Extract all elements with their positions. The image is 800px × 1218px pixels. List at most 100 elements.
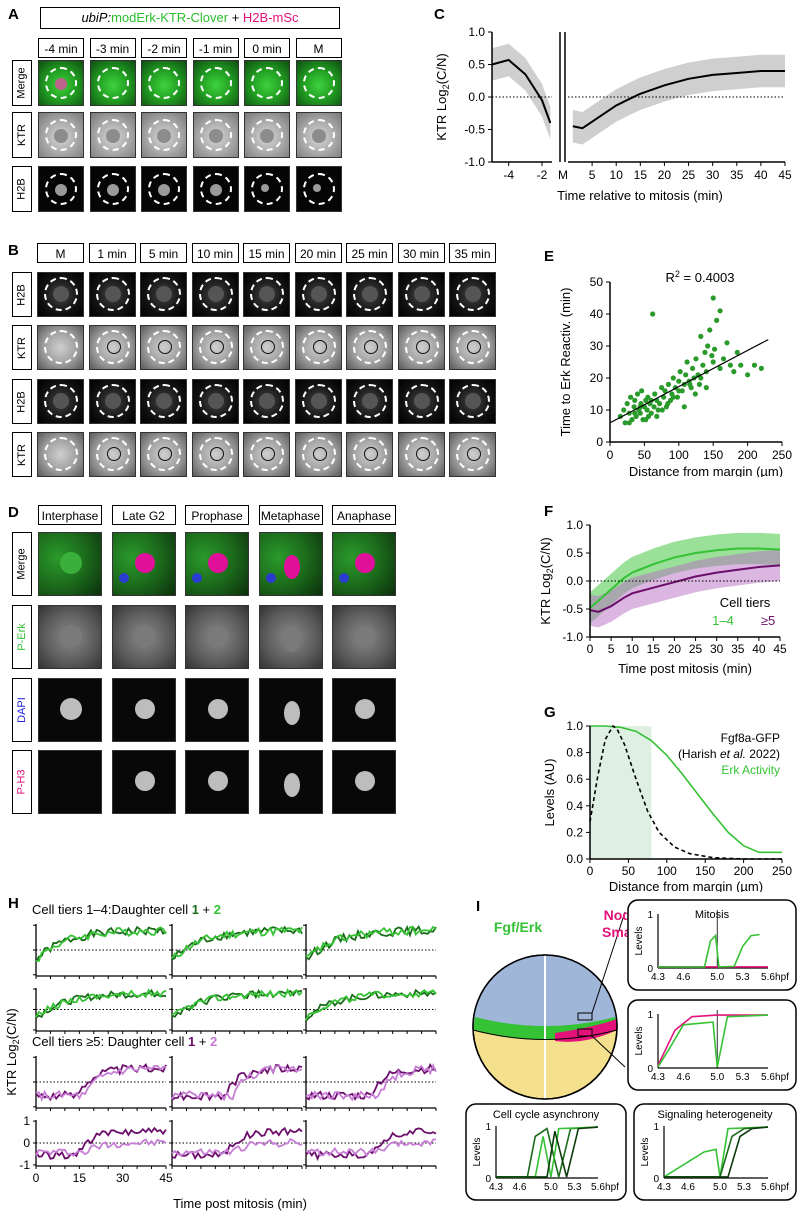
y-tick-label: 0.2 bbox=[566, 825, 583, 839]
legend-reporter-prefix: ubiP: bbox=[81, 10, 112, 25]
dapi-nucleus bbox=[339, 573, 349, 583]
nucleus bbox=[55, 78, 67, 90]
nucleus bbox=[283, 773, 300, 797]
panel-d-tile bbox=[38, 750, 102, 814]
panel-d-tile bbox=[332, 750, 396, 814]
x-axis-label: Time relative to mitosis (min) bbox=[557, 188, 723, 203]
y-tick-label: -0.5 bbox=[464, 123, 485, 137]
nucleus bbox=[465, 393, 481, 409]
x-tick-label: 200 bbox=[734, 864, 754, 878]
h-x-tick-label: 0 bbox=[33, 1171, 40, 1185]
h-x-tick-label: 15 bbox=[73, 1171, 87, 1185]
panel-d-tile bbox=[111, 532, 176, 596]
cell-outline bbox=[148, 173, 180, 205]
mitosis-label: Mitosis bbox=[695, 909, 730, 921]
x-tick-label: 10 bbox=[610, 168, 624, 182]
cell-outline bbox=[45, 119, 77, 151]
nucleus bbox=[259, 393, 275, 409]
x-tick-label: 100 bbox=[657, 864, 677, 878]
h-x-tick-label: 45 bbox=[159, 1171, 173, 1185]
data-point bbox=[628, 394, 634, 400]
data-point bbox=[677, 369, 683, 375]
cell-outline bbox=[199, 119, 232, 151]
y-tick-label: 1.0 bbox=[566, 518, 583, 532]
panel-d-col-1: Late G2 bbox=[111, 505, 176, 525]
cell-outline bbox=[96, 67, 129, 99]
panel-d-tile bbox=[185, 605, 249, 669]
panel-b-tile bbox=[243, 432, 290, 477]
panel-d-tile bbox=[185, 678, 249, 742]
panel-d-tile bbox=[38, 678, 102, 742]
panel-b-tile bbox=[294, 272, 342, 317]
data-point bbox=[705, 343, 711, 349]
cell-outline bbox=[353, 384, 387, 418]
panel-b-col-6: 25 min bbox=[346, 243, 393, 263]
data-point bbox=[698, 375, 704, 381]
panel-a-row-1-text: KTR bbox=[16, 124, 28, 146]
nucleus bbox=[208, 626, 228, 646]
panel-b-tile bbox=[397, 432, 445, 477]
data-point bbox=[662, 388, 668, 394]
nucleus bbox=[283, 555, 300, 579]
data-point bbox=[693, 356, 699, 362]
nucleus-outline bbox=[106, 447, 121, 461]
panel-h-chart: Cell tiers 1–4:Daughter cell 1 + 2 Cell t… bbox=[4, 902, 437, 1211]
cell-outline bbox=[95, 384, 130, 418]
panel-d-tile bbox=[332, 605, 396, 669]
x-tick-label: 250 bbox=[772, 864, 792, 878]
data-point bbox=[711, 346, 718, 352]
panel-label-e: E bbox=[544, 248, 555, 265]
cell-outline bbox=[45, 173, 77, 205]
data-point bbox=[751, 362, 758, 368]
h-title-top: Cell tiers 1–4:Daughter cell 1 + 2 bbox=[32, 902, 221, 917]
panel-b-tile bbox=[140, 432, 187, 477]
data-point bbox=[670, 375, 676, 381]
panel-d-col-4: Anaphase bbox=[332, 505, 396, 525]
nucleus-outline bbox=[158, 447, 172, 461]
box-margin-curve bbox=[657, 1014, 768, 1066]
legend-reporter: modErk-KTR-Clover bbox=[111, 10, 229, 25]
data-point bbox=[700, 362, 706, 368]
cell-outline bbox=[456, 330, 490, 364]
panel-label-d: D bbox=[8, 504, 19, 521]
data-point bbox=[644, 407, 650, 413]
panel-d-tile bbox=[332, 532, 396, 596]
fit-line bbox=[609, 339, 769, 424]
panel-label-a: A bbox=[8, 6, 19, 23]
cell-outline bbox=[302, 119, 335, 151]
h-trace bbox=[171, 926, 303, 960]
nucleus bbox=[60, 770, 82, 792]
cell-outline bbox=[44, 437, 78, 471]
cell-outline bbox=[301, 437, 336, 471]
box-hetero-x-label: 5.0 bbox=[713, 1182, 727, 1193]
panel-a-tile bbox=[244, 60, 290, 106]
panel-b-tile bbox=[397, 272, 445, 317]
data-point bbox=[707, 327, 713, 333]
data-point bbox=[702, 349, 708, 355]
panel-label-g: G bbox=[544, 704, 556, 721]
nucleus bbox=[283, 701, 300, 725]
nucleus bbox=[355, 626, 375, 646]
x-tick-label: 25 bbox=[682, 168, 696, 182]
panel-d-col-0: Interphase bbox=[38, 505, 102, 525]
cell-outline bbox=[147, 437, 181, 471]
panel-b-tile bbox=[243, 272, 290, 317]
shaded-region bbox=[590, 726, 652, 859]
band-right bbox=[572, 54, 785, 145]
cell-outline bbox=[250, 277, 284, 311]
y-tick-label: 1.0 bbox=[566, 719, 583, 733]
panel-b-tile bbox=[243, 379, 290, 424]
cell-outline bbox=[250, 330, 284, 364]
panel-a-tile bbox=[192, 60, 239, 106]
panel-a-tile bbox=[89, 60, 136, 106]
panel-label-h: H bbox=[8, 895, 19, 912]
nucleus bbox=[283, 628, 300, 652]
nucleus bbox=[259, 286, 275, 302]
h-trace bbox=[305, 1138, 437, 1158]
nucleus bbox=[413, 393, 430, 409]
box-margin-x-label: 4.3 bbox=[651, 1072, 665, 1083]
panel-a-tile bbox=[141, 60, 187, 106]
box-hetero-hpf: hpf bbox=[775, 1182, 789, 1193]
panel-d-tile bbox=[258, 678, 323, 742]
roi-box-1 bbox=[577, 1012, 593, 1021]
